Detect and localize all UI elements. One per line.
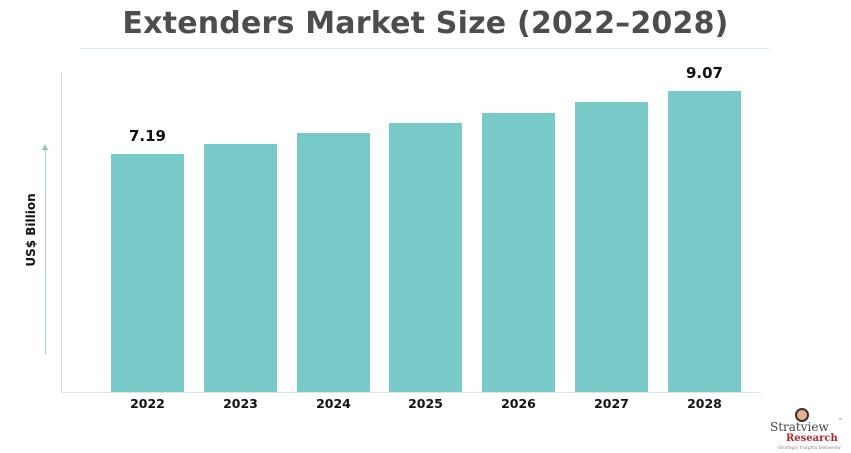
bar-2023 xyxy=(204,143,277,392)
y-axis-arrow xyxy=(45,146,46,354)
logo-name: Stratview xyxy=(770,420,829,434)
arrow-up-icon xyxy=(42,144,48,150)
x-tick-label: 2024 xyxy=(316,396,351,411)
data-label-2022: 7.19 xyxy=(128,126,166,145)
logo-subtitle: Research xyxy=(786,433,838,444)
bar-2024 xyxy=(297,132,370,392)
x-tick-label: 2022 xyxy=(130,396,165,411)
y-axis-label: US$ Billion xyxy=(24,193,38,267)
x-tick-label: 2025 xyxy=(408,396,443,411)
bar-2022 xyxy=(111,153,184,392)
magnifier-chart-icon xyxy=(795,408,809,422)
x-tick-label: 2028 xyxy=(687,396,722,411)
bar-2025 xyxy=(389,122,462,392)
logo-tagline: Strategic Insights Delivered xyxy=(778,446,841,451)
chart-title: Extenders Market Size (2022–2028) xyxy=(122,6,729,41)
x-tick-label: 2027 xyxy=(594,396,629,411)
data-label-2028: 9.07 xyxy=(685,64,723,83)
x-axis-line xyxy=(61,392,761,393)
bar-2026 xyxy=(482,112,555,392)
x-tick-label: 2026 xyxy=(501,396,536,411)
bar-2027 xyxy=(575,101,648,392)
bar-2028 xyxy=(668,91,741,392)
y-axis-line xyxy=(61,72,62,392)
x-tick-label: 2023 xyxy=(223,396,258,411)
stratview-logo: Stratview ™ Research Strategic Insights … xyxy=(760,408,850,453)
logo-trademark: ™ xyxy=(838,418,843,424)
title-divider xyxy=(80,48,770,49)
